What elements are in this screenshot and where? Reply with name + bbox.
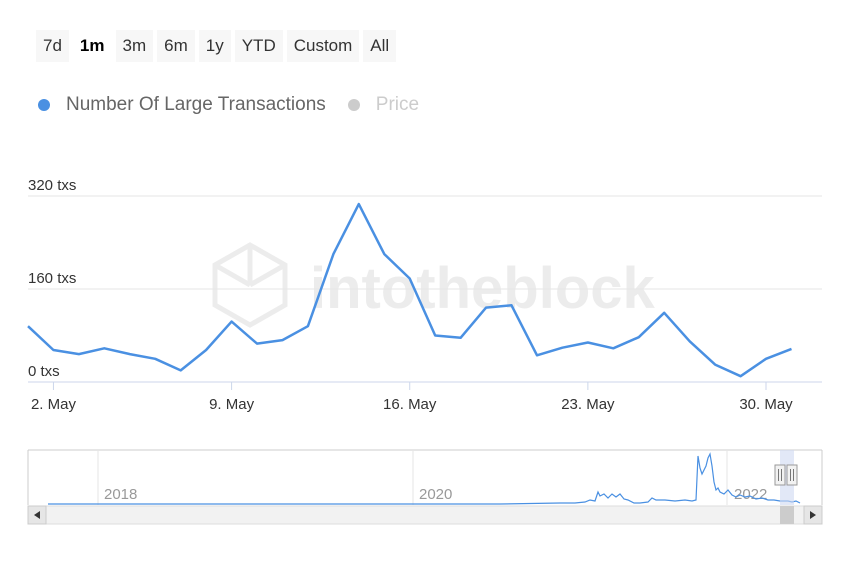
range-button-custom[interactable]: Custom — [286, 30, 360, 62]
legend-dot-icon — [347, 99, 360, 111]
scroll-left-button[interactable] — [27, 505, 47, 525]
range-button-all[interactable]: All — [363, 30, 397, 62]
x-tick-label: 2. May — [31, 396, 77, 413]
x-tick-label: 23. May — [561, 396, 615, 413]
range-button-3m[interactable]: 3m — [115, 30, 154, 62]
scroll-right-button[interactable] — [803, 505, 823, 525]
left-arrow-icon — [34, 511, 40, 519]
legend: Number Of Large Transactions Price — [38, 94, 441, 116]
range-button-7d[interactable]: 7d — [36, 30, 69, 62]
x-tick-label: 9. May — [209, 396, 255, 413]
navigator-label-2022: 2022 — [734, 486, 767, 503]
range-selector: 7d 1m 3m 6m 1y YTD Custom All — [36, 30, 400, 62]
legend-label: Number Of Large Transactions — [66, 94, 326, 115]
range-button-ytd[interactable]: YTD — [234, 30, 283, 62]
y-tick-label: 0 txs — [28, 363, 60, 380]
navigator-label-2018: 2018 — [104, 486, 137, 503]
navigator-handle-right[interactable] — [786, 464, 798, 486]
navigator: 2018 2020 2022 — [27, 449, 823, 525]
range-button-6m[interactable]: 6m — [157, 30, 195, 62]
x-tick-label: 30. May — [739, 396, 793, 413]
navigator-handle-left[interactable] — [774, 464, 786, 486]
range-button-1y[interactable]: 1y — [198, 30, 231, 62]
y-tick-label: 320 txs — [28, 177, 76, 194]
right-arrow-icon — [810, 511, 816, 519]
series-line-large-transactions — [27, 202, 792, 378]
x-tick-label: 16. May — [383, 396, 437, 413]
range-button-1m[interactable]: 1m — [72, 30, 112, 62]
scrollbar-track[interactable] — [27, 505, 823, 525]
legend-item-price[interactable]: Price — [347, 94, 420, 116]
watermark-logo-icon — [212, 242, 288, 328]
navigator-series-line — [48, 452, 801, 505]
legend-item-large-transactions[interactable]: Number Of Large Transactions — [38, 94, 326, 116]
navigator-label-2020: 2020 — [419, 486, 452, 503]
legend-dot-icon — [38, 99, 50, 111]
scrollbar-thumb[interactable] — [780, 506, 794, 524]
legend-label: Price — [375, 94, 420, 115]
y-tick-label: 160 txs — [28, 270, 76, 287]
